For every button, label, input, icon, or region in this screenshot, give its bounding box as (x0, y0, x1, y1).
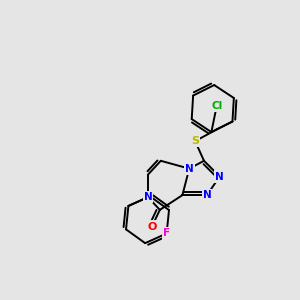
Text: O: O (147, 222, 157, 232)
Text: F: F (163, 229, 170, 238)
Text: S: S (191, 136, 199, 146)
Text: Cl: Cl (211, 101, 222, 111)
Text: N: N (215, 172, 224, 182)
Text: N: N (185, 164, 194, 174)
Text: N: N (202, 190, 211, 200)
Text: N: N (144, 192, 152, 202)
